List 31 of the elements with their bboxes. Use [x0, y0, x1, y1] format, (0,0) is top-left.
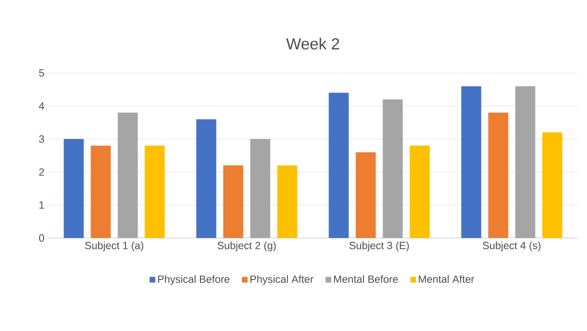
bar: [515, 86, 536, 238]
x-tick-label: Subject 3 (E): [349, 242, 409, 252]
bar: [144, 146, 165, 238]
bar: [461, 86, 482, 238]
y-tick-label: 1: [39, 201, 44, 209]
bar: [196, 119, 216, 238]
legend-label: Physical After: [250, 275, 314, 285]
x-tick-label: Subject 2 (g): [218, 242, 276, 252]
bar: [90, 146, 111, 238]
bar: [64, 139, 84, 238]
bar: [542, 132, 562, 238]
bar: [410, 146, 430, 238]
bar: [277, 165, 298, 238]
x-tick-label: Subject 4 (s): [482, 242, 540, 252]
legend-label: Mental Before: [334, 275, 398, 283]
legend-label: Mental After: [418, 275, 474, 283]
bar: [223, 165, 244, 238]
x-tick-label: Subject 1 (a): [85, 242, 144, 252]
legend-label: Physical Before: [158, 275, 230, 285]
bar: [488, 112, 508, 238]
bar: [356, 152, 376, 238]
bar: [328, 92, 349, 238]
bar: [250, 139, 270, 238]
chart-title: Week 2: [286, 38, 340, 50]
y-tick-label: 4: [38, 102, 44, 110]
bar: [118, 112, 138, 238]
y-tick-label: 2: [39, 168, 44, 176]
y-tick-label: 3: [39, 135, 44, 143]
bar: [382, 99, 403, 238]
y-tick-label: 5: [39, 69, 44, 77]
y-tick-label: 0: [39, 234, 44, 242]
